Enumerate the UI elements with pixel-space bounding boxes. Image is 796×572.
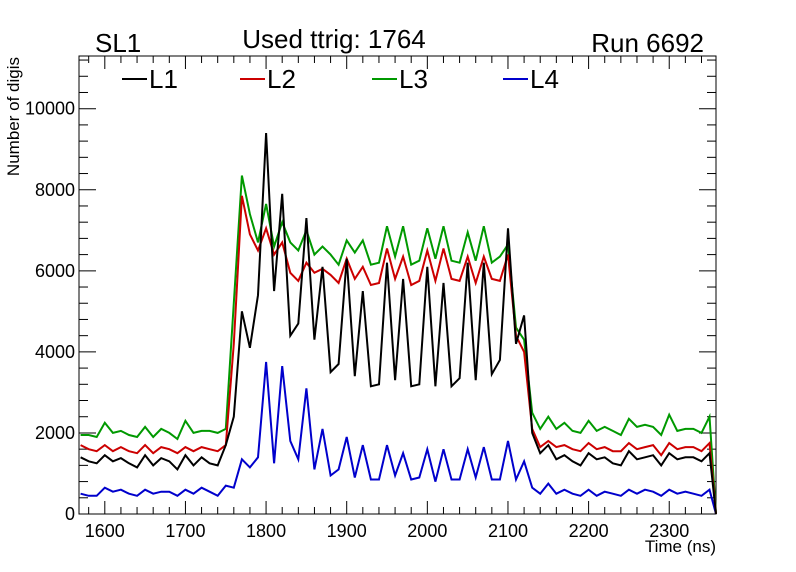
legend-label-l3: L3: [399, 64, 428, 94]
y-tick-label: 10000: [25, 99, 75, 119]
series-line-l1: [80, 132, 717, 515]
x-axis-label: Time (ns): [645, 537, 716, 556]
y-axis-label: Number of digis: [4, 57, 23, 176]
x-tick-label: 2200: [569, 521, 609, 541]
y-tick-label: 8000: [35, 180, 75, 200]
series-line-l3: [80, 175, 717, 515]
y-tick-label: 4000: [35, 342, 75, 362]
x-tick-label: 1600: [85, 521, 125, 541]
legend-label-l1: L1: [149, 64, 178, 94]
x-tick-label: 1700: [165, 521, 205, 541]
plot-frame: [78, 55, 717, 515]
legend-label-l4: L4: [530, 64, 559, 94]
legend-label-l2: L2: [267, 64, 296, 94]
x-tick-label: 2000: [407, 521, 447, 541]
series-line-l2: [80, 195, 717, 515]
x-tick-label: 2100: [488, 521, 528, 541]
y-tick-label: 6000: [35, 261, 75, 281]
series-line-l4: [80, 361, 717, 515]
x-tick-label: 1800: [246, 521, 286, 541]
chart-title: Used ttrig: 1764: [242, 24, 426, 54]
x-tick-label: 2300: [649, 521, 689, 541]
header-right-label: Run 6692: [591, 28, 704, 58]
y-tick-label: 0: [65, 504, 75, 524]
header-left-label: SL1: [95, 28, 141, 58]
y-tick-label: 2000: [35, 423, 75, 443]
x-tick-label: 1900: [327, 521, 367, 541]
